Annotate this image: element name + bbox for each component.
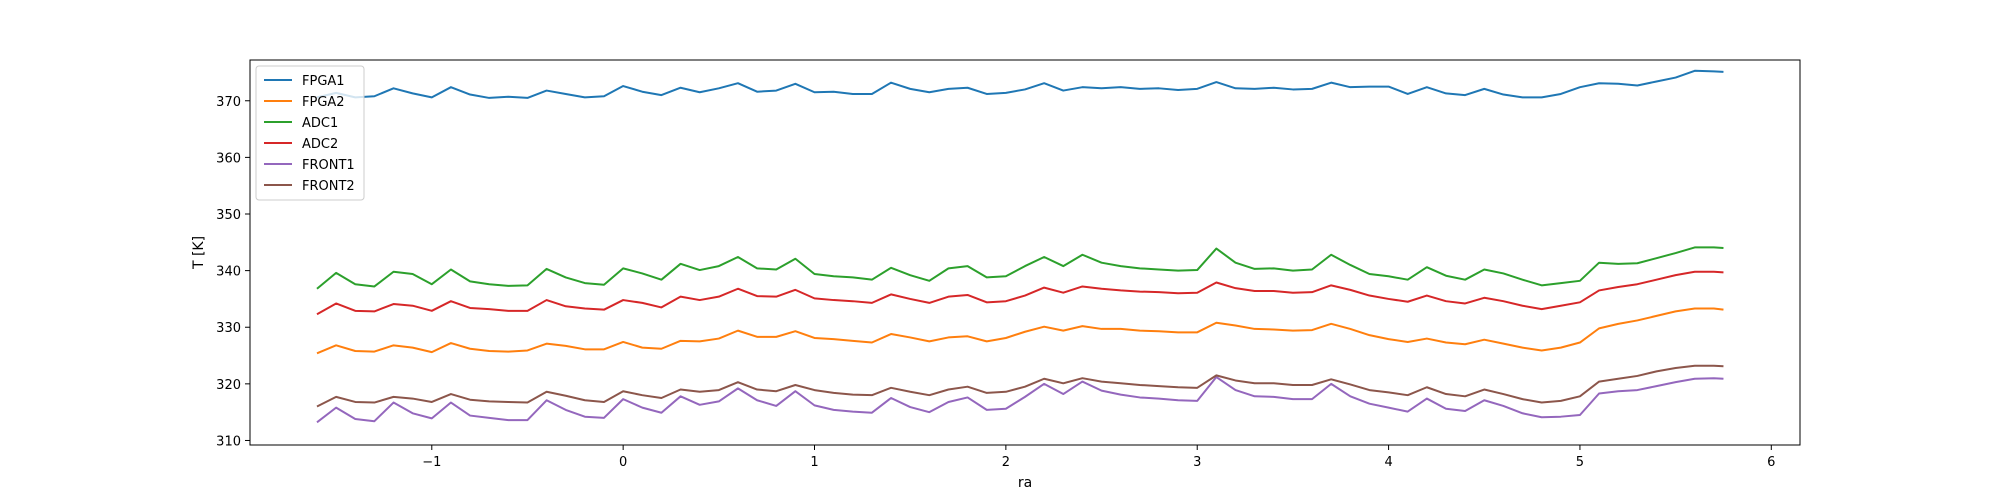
legend-label-fpga1: FPGA1 [302,74,345,89]
legend-label-fpga2: FPGA2 [302,95,345,110]
x-tick-label: −1 [422,455,441,470]
series-line-front2 [316,364,1724,408]
x-axis-label: ra [1018,475,1032,491]
y-axis-label: T [K] [191,236,207,270]
x-tick-label: 2 [1002,455,1010,470]
series-line-fpga2 [316,307,1724,355]
y-tick-label: 350 [216,208,241,223]
y-tick-label: 320 [216,378,241,393]
legend-box [255,65,365,201]
x-tick-label: 6 [1767,455,1775,470]
series-line-adc1 [316,246,1724,290]
y-tick-label: 340 [216,265,241,280]
y-tick-label: 370 [216,95,241,110]
legend: FPGA1 FPGA2 ADC1 ADC2 FRONT1 FRONT2 [255,65,365,201]
x-axis: −1 0 1 2 3 4 5 6 [422,445,1775,470]
legend-label-adc1: ADC1 [302,116,338,131]
x-tick-label: 1 [810,455,818,470]
legend-label-front2: FRONT2 [302,179,355,194]
series-layer [316,69,1724,424]
series-line-front1 [316,376,1724,424]
x-tick-label: 5 [1576,455,1584,470]
y-tick-label: 330 [216,321,241,336]
plot-frame [249,59,1801,446]
x-tick-label: 0 [619,455,627,470]
legend-label-front1: FRONT1 [302,158,355,173]
y-tick-label: 360 [216,151,241,166]
y-tick-label: 310 [216,434,241,449]
series-line-fpga1 [316,69,1724,99]
y-axis: 310 320 330 340 350 360 370 [216,95,250,449]
x-tick-label: 3 [1193,455,1201,470]
legend-label-adc2: ADC2 [302,137,338,152]
series-line-adc2 [316,270,1724,316]
x-tick-label: 4 [1384,455,1392,470]
